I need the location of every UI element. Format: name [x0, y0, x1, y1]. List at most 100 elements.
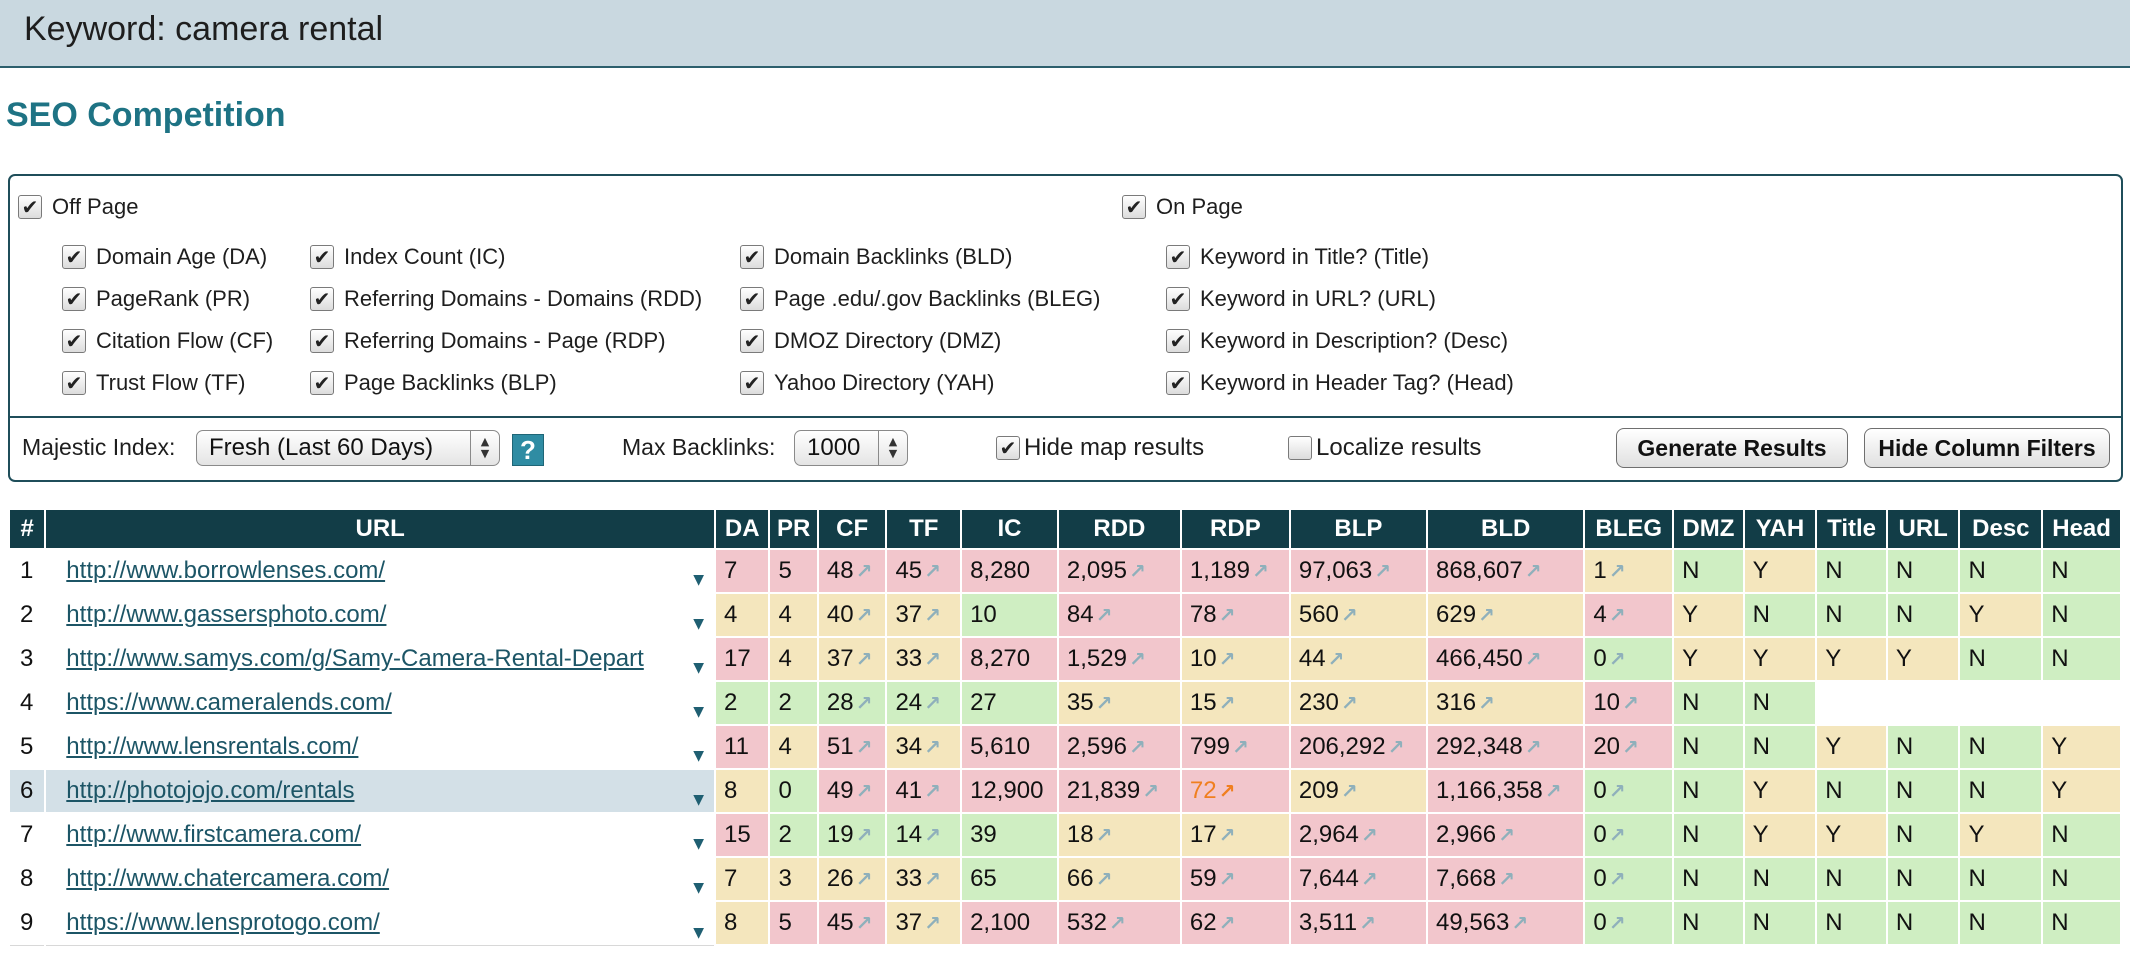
- external-link-arrow-icon[interactable]: ↗: [1231, 735, 1249, 759]
- external-link-arrow-icon[interactable]: ↗: [1340, 779, 1358, 803]
- checkbox-icon[interactable]: [18, 195, 42, 219]
- external-link-arrow-icon[interactable]: ↗: [1498, 867, 1515, 891]
- external-link-arrow-icon[interactable]: ↗: [924, 647, 941, 671]
- result-url-link[interactable]: http://www.chatercamera.com/: [66, 865, 390, 892]
- hide-map-results-checkbox[interactable]: Hide map results: [996, 434, 1204, 462]
- col-header[interactable]: URL: [44, 508, 716, 550]
- row-dropdown-icon[interactable]: ▼: [693, 836, 704, 852]
- external-link-arrow-icon[interactable]: ↗: [1360, 823, 1378, 847]
- table-row[interactable]: 6 http://photojojo.com/rentals ▼ 8 0 49 ↗ 41 ↗ 12…: [7, 768, 2122, 814]
- external-link-arrow-icon[interactable]: ↗: [1340, 603, 1358, 627]
- external-link-arrow-icon[interactable]: ↗: [1095, 691, 1113, 715]
- external-link-arrow-icon[interactable]: ↗: [1608, 867, 1626, 891]
- filter-bld[interactable]: Domain Backlinks (BLD): [740, 244, 1012, 270]
- checkbox-icon[interactable]: [1166, 329, 1190, 353]
- filter-tf[interactable]: Trust Flow (TF): [62, 370, 246, 396]
- external-link-arrow-icon[interactable]: ↗: [1608, 603, 1626, 627]
- checkbox-icon[interactable]: [1288, 436, 1312, 460]
- filter-da[interactable]: Domain Age (DA): [62, 244, 267, 270]
- external-link-arrow-icon[interactable]: ↗: [1095, 603, 1113, 627]
- col-header[interactable]: TF: [885, 508, 963, 550]
- external-link-arrow-icon[interactable]: ↗: [855, 603, 873, 627]
- external-link-arrow-icon[interactable]: ↗: [1622, 691, 1639, 715]
- external-link-arrow-icon[interactable]: ↗: [1524, 735, 1542, 759]
- external-link-arrow-icon[interactable]: ↗: [1608, 823, 1626, 847]
- row-dropdown-icon[interactable]: ▼: [693, 616, 704, 632]
- external-link-arrow-icon[interactable]: ↗: [924, 823, 941, 847]
- external-link-arrow-icon[interactable]: ↗: [1360, 867, 1378, 891]
- col-header[interactable]: BLP: [1288, 508, 1429, 550]
- external-link-arrow-icon[interactable]: ↗: [1374, 559, 1392, 583]
- external-link-arrow-icon[interactable]: ↗: [1251, 559, 1269, 583]
- generate-results-button[interactable]: Generate Results: [1616, 428, 1848, 468]
- localize-results-checkbox[interactable]: Localize results: [1288, 434, 1481, 462]
- external-link-arrow-icon[interactable]: ↗: [1478, 691, 1495, 715]
- external-link-arrow-icon[interactable]: ↗: [1608, 911, 1626, 935]
- external-link-arrow-icon[interactable]: ↗: [1524, 559, 1542, 583]
- external-link-arrow-icon[interactable]: ↗: [924, 779, 941, 803]
- external-link-arrow-icon[interactable]: ↗: [1218, 647, 1236, 671]
- checkbox-icon[interactable]: [1166, 371, 1190, 395]
- checkbox-icon[interactable]: [740, 329, 764, 353]
- external-link-arrow-icon[interactable]: ↗: [1622, 735, 1639, 759]
- col-header[interactable]: PR: [768, 508, 819, 550]
- external-link-arrow-icon[interactable]: ↗: [924, 911, 941, 935]
- external-link-arrow-icon[interactable]: ↗: [1218, 823, 1236, 847]
- table-row[interactable]: 5 http://www.lensrentals.com/▼ 11 4 51 ↗ 34 ↗ 5,…: [7, 724, 2122, 770]
- col-header[interactable]: Desc: [1958, 508, 2044, 550]
- external-link-arrow-icon[interactable]: ↗: [1608, 779, 1626, 803]
- result-url-link[interactable]: http://www.borrowlenses.com/: [66, 557, 386, 584]
- majestic-index-select[interactable]: Fresh (Last 60 Days) ▲ ▼: [196, 430, 500, 466]
- result-url-link[interactable]: https://www.cameralends.com/: [66, 689, 392, 716]
- hide-column-filters-button[interactable]: Hide Column Filters: [1864, 428, 2110, 468]
- external-link-arrow-icon[interactable]: ↗: [855, 779, 873, 803]
- row-dropdown-icon[interactable]: ▼: [693, 792, 704, 808]
- col-header[interactable]: BLD: [1425, 508, 1586, 550]
- external-link-arrow-icon[interactable]: ↗: [1095, 867, 1113, 891]
- external-link-arrow-icon[interactable]: ↗: [924, 559, 941, 583]
- external-link-arrow-icon[interactable]: ↗: [855, 823, 873, 847]
- external-link-arrow-icon[interactable]: ↗: [1142, 779, 1160, 803]
- result-url-link[interactable]: http://www.samys.com/g/Samy-Camera-Renta…: [66, 645, 644, 672]
- checkbox-icon[interactable]: [1122, 195, 1146, 219]
- col-header[interactable]: #: [7, 508, 47, 550]
- checkbox-icon[interactable]: [740, 245, 764, 269]
- filter-rdp[interactable]: Referring Domains - Page (RDP): [310, 328, 666, 354]
- checkbox-icon[interactable]: [310, 287, 334, 311]
- checkbox-icon[interactable]: [310, 329, 334, 353]
- checkbox-icon[interactable]: [310, 371, 334, 395]
- row-dropdown-icon[interactable]: ▼: [693, 572, 704, 588]
- external-link-arrow-icon[interactable]: ↗: [855, 867, 873, 891]
- col-header[interactable]: Head: [2041, 508, 2122, 550]
- external-link-arrow-icon[interactable]: ↗: [1218, 603, 1236, 627]
- off-page-checkbox[interactable]: Off Page: [18, 194, 138, 220]
- filter-bleg[interactable]: Page .edu/.gov Backlinks (BLEG): [740, 286, 1101, 312]
- checkbox-icon[interactable]: [996, 436, 1020, 460]
- external-link-arrow-icon[interactable]: ↗: [1128, 559, 1146, 583]
- col-header[interactable]: IC: [960, 508, 1059, 550]
- checkbox-icon[interactable]: [62, 287, 86, 311]
- external-link-arrow-icon[interactable]: ↗: [1608, 559, 1626, 583]
- col-header[interactable]: Title: [1815, 508, 1888, 550]
- filter-cf[interactable]: Citation Flow (CF): [62, 328, 273, 354]
- checkbox-icon[interactable]: [62, 371, 86, 395]
- filter-url[interactable]: Keyword in URL? (URL): [1166, 286, 1436, 312]
- external-link-arrow-icon[interactable]: ↗: [855, 647, 873, 671]
- checkbox-icon[interactable]: [740, 371, 764, 395]
- external-link-arrow-icon[interactable]: ↗: [1359, 911, 1376, 935]
- table-row[interactable]: 8 http://www.chatercamera.com/▼ 7 3 26 ↗ 33 ↗ 65…: [7, 856, 2122, 902]
- external-link-arrow-icon[interactable]: ↗: [1387, 735, 1405, 759]
- external-link-arrow-icon[interactable]: ↗: [1327, 647, 1345, 671]
- col-header[interactable]: RDP: [1179, 508, 1291, 550]
- help-icon[interactable]: ?: [512, 434, 544, 466]
- row-dropdown-icon[interactable]: ▼: [693, 704, 704, 720]
- external-link-arrow-icon[interactable]: ↗: [924, 735, 941, 759]
- external-link-arrow-icon[interactable]: ↗: [1108, 911, 1126, 935]
- checkbox-icon[interactable]: [1166, 245, 1190, 269]
- external-link-arrow-icon[interactable]: ↗: [855, 691, 873, 715]
- table-row[interactable]: 2 http://www.gassersphoto.com/▼ 4 4 40 ↗ 37 ↗ 10…: [7, 592, 2122, 638]
- table-row[interactable]: 3 http://www.samys.com/g/Samy-Camera-Rent…: [7, 636, 2122, 682]
- external-link-arrow-icon[interactable]: ↗: [1511, 911, 1529, 935]
- external-link-arrow-icon[interactable]: ↗: [924, 603, 941, 627]
- result-url-link[interactable]: https://www.lensprotogo.com/: [66, 909, 380, 937]
